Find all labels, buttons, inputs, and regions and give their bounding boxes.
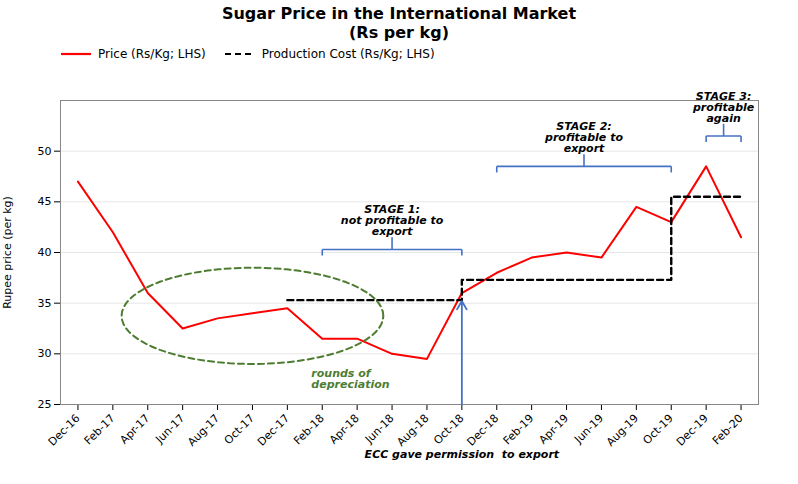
svg-text:Aug-17: Aug-17 xyxy=(185,412,222,449)
svg-text:Feb-20: Feb-20 xyxy=(710,412,746,448)
svg-text:Aug-19: Aug-19 xyxy=(604,412,641,449)
svg-text:45: 45 xyxy=(38,196,52,209)
html-text:Price (Rs/Kg; LHS): Price (Rs/Kg; LHS) xyxy=(98,47,206,62)
html-text:Sugar Price in the Internation: Sugar Price in the International Market … xyxy=(221,4,577,43)
svg-text:30: 30 xyxy=(38,348,52,361)
svg-text:Dec-18: Dec-18 xyxy=(464,412,501,449)
svg-text:Apr-18: Apr-18 xyxy=(327,412,362,447)
svg-text:Aug-18: Aug-18 xyxy=(394,412,431,449)
svg-text:Jun-17: Jun-17 xyxy=(153,412,188,447)
svg-text:Dec-17: Dec-17 xyxy=(255,412,292,449)
svg-text:Apr-19: Apr-19 xyxy=(536,412,571,447)
svg-text:25: 25 xyxy=(38,398,52,411)
svg-text:35: 35 xyxy=(38,297,52,310)
svg-text:Oct-19: Oct-19 xyxy=(641,412,676,447)
svg-text:Oct-17: Oct-17 xyxy=(222,412,257,447)
svg-text:Feb-17: Feb-17 xyxy=(82,412,118,448)
svg-text:STAGE 2:profitable toexport: STAGE 2:profitable toexport xyxy=(544,121,623,156)
svg-text:Jun-19: Jun-19 xyxy=(571,412,606,447)
svg-text:Feb-19: Feb-19 xyxy=(501,412,537,448)
svg-text:Oct-18: Oct-18 xyxy=(431,412,466,447)
svg-text:50: 50 xyxy=(38,145,52,158)
svg-text:ECC gave permission to export: ECC gave permission to export xyxy=(365,449,560,462)
svg-text:Feb-18: Feb-18 xyxy=(291,412,327,448)
svg-text:Apr-17: Apr-17 xyxy=(118,412,153,447)
html-text:Production Cost (Rs/Kg; LHS): Production Cost (Rs/Kg; LHS) xyxy=(261,47,435,62)
svg-text:Dec-19: Dec-19 xyxy=(674,412,711,449)
svg-text:rounds ofdepreciation: rounds ofdepreciation xyxy=(311,367,389,391)
svg-text:STAGE 3:profitableagain: STAGE 3:profitableagain xyxy=(692,90,755,125)
svg-text:Jun-18: Jun-18 xyxy=(362,412,397,447)
svg-text:STAGE 1:not profitable toexpor: STAGE 1:not profitable toexport xyxy=(341,204,444,239)
svg-text:Rupee price (per kg): Rupee price (per kg) xyxy=(1,197,14,310)
svg-text:Dec-16: Dec-16 xyxy=(46,412,83,449)
svg-text:40: 40 xyxy=(38,246,52,259)
